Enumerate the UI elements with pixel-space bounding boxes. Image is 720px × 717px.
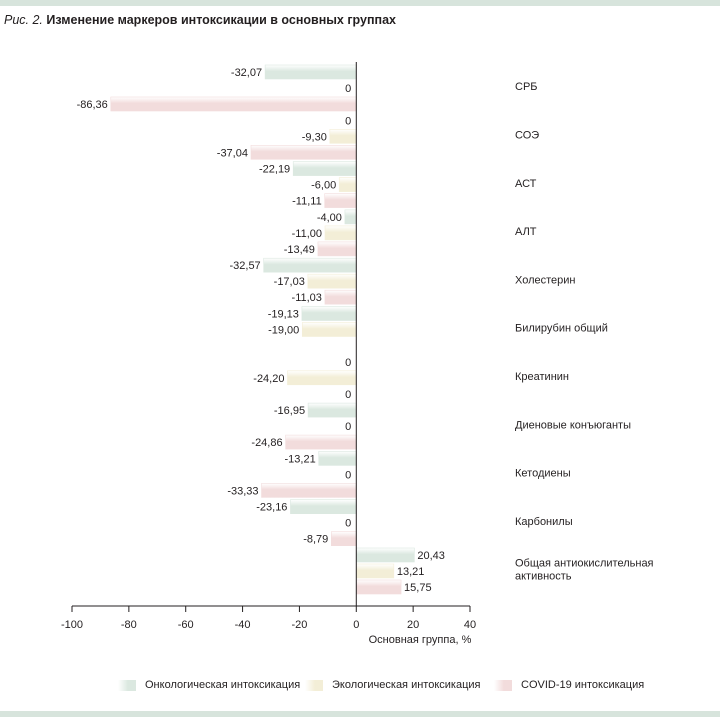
category-label: АЛТ: [515, 226, 537, 238]
legend-swatch-ecology: [305, 679, 323, 691]
bar-covid: [250, 145, 357, 160]
data-label-covid: -37,04: [217, 147, 248, 159]
data-label-oncology: 0: [345, 357, 351, 369]
top-band: [0, 0, 720, 6]
x-tick-label: -80: [121, 619, 137, 631]
legend-label-covid: COVID-19 интоксикация: [521, 679, 645, 691]
data-label-covid: -86,36: [77, 99, 108, 111]
data-label-covid: -13,49: [284, 244, 315, 256]
category-label: СОЭ: [515, 129, 539, 141]
bar-covid: [324, 289, 357, 305]
bar-ecology: [287, 370, 357, 386]
data-label-covid: -8,79: [303, 534, 328, 546]
chart-legend: Онкологическая интоксикация Экологическа…: [0, 679, 720, 695]
data-label-covid: 15,75: [404, 582, 432, 594]
bar-covid: [285, 434, 357, 450]
figure-title: Изменение маркеров интоксикации в основн…: [46, 13, 396, 27]
data-label-oncology: -22,19: [259, 164, 290, 176]
data-label-oncology: -16,95: [274, 405, 305, 417]
bar-ecology: [307, 273, 357, 289]
category-label: СРБ: [515, 81, 538, 93]
data-label-oncology: -19,13: [268, 309, 299, 321]
bar-ecology: [338, 177, 357, 192]
category-label: АСТ: [515, 178, 537, 190]
data-label-covid: -11,11: [292, 196, 322, 208]
data-label-oncology: -13,21: [285, 453, 316, 465]
bar-ecology: [301, 322, 357, 337]
bar-oncology: [355, 547, 415, 563]
bar-ecology: [329, 129, 357, 144]
category-label: Креатинин: [515, 371, 569, 383]
data-label-oncology: -23,16: [256, 502, 287, 514]
data-label-oncology: -32,07: [231, 67, 262, 79]
bar-covid: [324, 193, 357, 208]
x-tick-label: -60: [178, 619, 194, 631]
figure-number: Рис. 2.: [4, 13, 43, 27]
x-tick-label: -20: [291, 619, 307, 631]
data-label-covid: 0: [345, 389, 351, 401]
bar-ecology: [324, 225, 357, 241]
bar-covid: [330, 531, 357, 547]
bar-oncology: [301, 306, 357, 321]
data-label-ecology: 0: [345, 518, 351, 530]
bar-ecology: [355, 563, 395, 579]
bar-covid: [317, 241, 357, 257]
bottom-band: [0, 711, 720, 717]
data-label-covid: -33,33: [227, 485, 258, 497]
x-tick-label: -100: [61, 619, 83, 631]
category-label: Общая антиокислительная: [515, 558, 654, 570]
category-label: Диеновые конъюганты: [515, 419, 631, 431]
bar-covid: [355, 579, 402, 595]
bar-oncology: [264, 64, 357, 80]
data-label-oncology: -32,57: [229, 260, 260, 272]
bar-oncology: [263, 257, 357, 273]
legend-item-oncology: Онкологическая интоксикация: [118, 679, 300, 691]
bar-oncology: [292, 161, 357, 176]
legend-label-ecology: Экологическая интоксикация: [332, 679, 481, 691]
data-label-covid: -11,03: [292, 292, 322, 304]
bar-oncology: [318, 451, 357, 466]
data-label-ecology: 0: [345, 469, 351, 481]
bar-covid: [110, 96, 357, 112]
legend-swatch-covid: [494, 679, 512, 691]
x-axis-title: Основная группа, %: [369, 634, 472, 646]
data-label-oncology: 20,43: [417, 550, 445, 562]
data-label-ecology: -17,03: [274, 276, 305, 288]
bar-oncology: [307, 402, 357, 418]
data-label-covid: -24,86: [251, 437, 282, 449]
data-label-ecology: 0: [345, 421, 351, 433]
data-label-oncology: -4,00: [317, 212, 342, 224]
category-label: Билирубин общий: [515, 323, 608, 335]
bar-oncology: [344, 209, 357, 225]
data-label-ecology: -19,00: [268, 325, 299, 337]
data-label-ecology: -6,00: [311, 180, 336, 192]
category-label: Карбонилы: [515, 516, 573, 528]
data-label-ecology: -11,00: [292, 228, 322, 240]
data-label-ecology: -9,30: [302, 131, 327, 143]
category-label: активность: [515, 571, 572, 583]
legend-item-covid: COVID-19 интоксикация: [494, 679, 644, 691]
data-label-ecology: -24,20: [253, 373, 284, 385]
bar-oncology: [290, 499, 357, 515]
x-tick-label: 20: [407, 619, 419, 631]
bar-covid: [261, 483, 357, 498]
legend-label-oncology: Онкологическая интоксикация: [145, 679, 301, 691]
legend-item-ecology: Экологическая интоксикация: [305, 679, 480, 691]
x-tick-label: -40: [235, 619, 251, 631]
data-label-ecology: 13,21: [397, 566, 425, 578]
data-label-oncology: 0: [345, 115, 351, 127]
category-label: Холестерин: [515, 274, 576, 286]
x-tick-label: 0: [353, 619, 359, 631]
legend-swatch-oncology: [118, 679, 136, 691]
category-label: Кетодиены: [515, 468, 571, 480]
figure-caption: Рис. 2. Изменение маркеров интоксикации …: [4, 13, 396, 27]
data-label-ecology: 0: [345, 83, 351, 95]
x-tick-label: 40: [464, 619, 476, 631]
